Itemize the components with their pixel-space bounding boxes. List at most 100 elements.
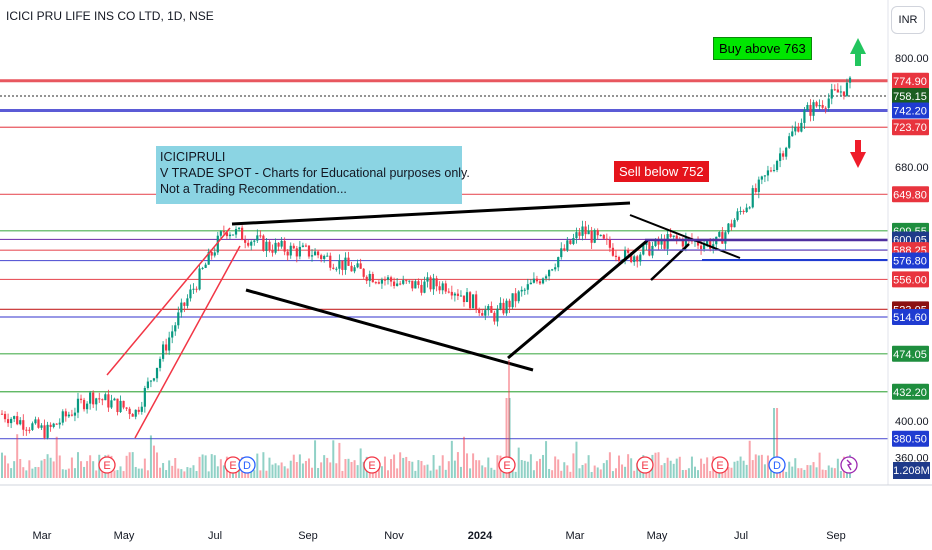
volume-bar	[812, 462, 815, 478]
candle-body	[493, 312, 496, 322]
volume-bar	[569, 471, 572, 478]
volume-bar	[16, 434, 19, 478]
volume-bar	[532, 470, 535, 478]
candle-body	[800, 122, 803, 132]
candle-body	[417, 281, 420, 285]
volume-bar	[441, 455, 444, 478]
candle-body	[31, 423, 34, 430]
x-tick-label: Jul	[208, 530, 222, 542]
volume-bar	[429, 470, 432, 478]
trendline	[134, 245, 241, 439]
candle-body	[368, 273, 371, 281]
volume-bar	[824, 470, 827, 478]
volume-bar	[61, 469, 64, 478]
volume-bar	[393, 454, 396, 478]
candle-body	[237, 227, 241, 230]
candle-body	[429, 277, 432, 290]
volume-bar	[314, 440, 317, 478]
candle-body	[833, 89, 836, 91]
candle-body	[441, 283, 444, 291]
volume-bar	[216, 466, 219, 478]
flash-icon	[846, 459, 853, 471]
candle-body	[824, 107, 827, 109]
volume-bar	[417, 460, 420, 478]
candle-body	[134, 409, 137, 417]
volume-bar	[134, 466, 137, 478]
volume-bar	[481, 465, 484, 478]
candle-body	[234, 229, 238, 235]
volume-bar	[143, 458, 146, 478]
candle-body	[180, 302, 183, 313]
volume-bar	[575, 441, 578, 478]
volume-bar	[210, 454, 213, 478]
volume-bar	[839, 471, 842, 478]
volume-bar	[754, 454, 757, 478]
event-label: D	[773, 460, 781, 472]
candle-body	[818, 104, 821, 107]
candle-body	[186, 298, 189, 306]
candle-body	[228, 234, 232, 237]
volume-bar	[757, 455, 760, 478]
candle-body	[812, 102, 815, 116]
candle-body	[663, 239, 666, 249]
candle-body	[596, 230, 599, 236]
volume-bar	[444, 469, 447, 478]
candle-body	[584, 226, 587, 235]
event-label: E	[641, 460, 648, 472]
volume-bar	[119, 466, 122, 478]
volume-bar	[387, 470, 390, 478]
volume-bar	[189, 467, 192, 478]
candle-body	[165, 344, 168, 351]
volume-bar	[262, 452, 265, 478]
candle-body	[341, 260, 344, 270]
volume-bar	[286, 468, 289, 478]
volume-bar	[478, 460, 481, 478]
candle-body	[639, 254, 642, 262]
price-tag	[892, 430, 929, 447]
volume-bar	[462, 436, 465, 478]
candle-body	[475, 294, 478, 310]
volume-bar	[782, 465, 785, 478]
event-label: E	[503, 460, 510, 472]
currency-button[interactable]: INR	[891, 6, 925, 34]
candle-body	[222, 231, 225, 233]
candle-body	[803, 110, 806, 123]
candle-body	[830, 89, 833, 99]
candle-body	[295, 248, 298, 257]
candle-body	[836, 89, 839, 93]
candle-body	[633, 256, 636, 263]
candle-body	[630, 252, 633, 263]
candle-body	[456, 293, 460, 296]
volume-bar	[706, 457, 709, 478]
candle-body	[554, 267, 557, 270]
candle-body	[775, 160, 779, 170]
volume-bar	[636, 463, 639, 478]
candle-body	[648, 241, 651, 256]
candle-body	[46, 424, 49, 438]
volume-bar	[253, 470, 256, 478]
candle-body	[794, 126, 797, 132]
candle-body	[365, 276, 368, 281]
volume-bar	[493, 469, 496, 478]
volume-bar	[733, 461, 736, 478]
candle-body	[149, 380, 153, 382]
candle-body	[672, 235, 675, 237]
volume-bar	[307, 458, 310, 478]
candle-body	[785, 147, 788, 157]
volume-bar	[639, 467, 642, 478]
candle-body	[207, 251, 210, 265]
volume-bar	[833, 468, 836, 478]
candle-body	[19, 420, 22, 425]
volume-bar	[666, 457, 669, 478]
volume-bar	[301, 463, 304, 478]
volume-bar	[338, 442, 341, 478]
candle-body	[350, 265, 353, 272]
signal-arrows	[850, 38, 866, 168]
candle-body	[192, 288, 195, 290]
candle-body	[496, 308, 499, 322]
candle-body	[389, 277, 393, 282]
volume-bars	[1, 398, 851, 478]
volume-bar	[113, 470, 116, 478]
volume-bar	[22, 467, 25, 478]
